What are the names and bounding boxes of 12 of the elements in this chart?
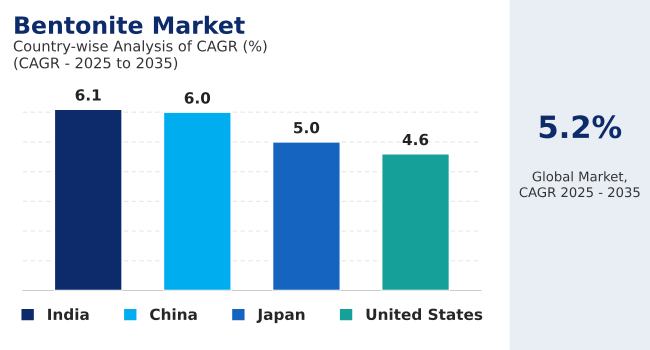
text: 5.2%: [540, 115, 622, 138]
legend-label: Japan: [256, 308, 304, 324]
data-label: 6.1: [76, 89, 101, 101]
data-label: 4.6: [402, 134, 428, 146]
legend-label: India: [48, 308, 89, 320]
text: Global Market, CAGR 2025 - 2035: [520, 171, 640, 198]
chart-subtitle: Country-wise Analysis of CAGR (%) (CAGR - 2025 to 2035): [14, 40, 266, 70]
data-label: 5.0: [294, 122, 320, 134]
legend-label: United States: [366, 308, 482, 320]
chart-title: Bentonite Market: [15, 16, 245, 34]
data-label: 6.0: [184, 92, 210, 104]
legend-label: China: [150, 308, 197, 320]
